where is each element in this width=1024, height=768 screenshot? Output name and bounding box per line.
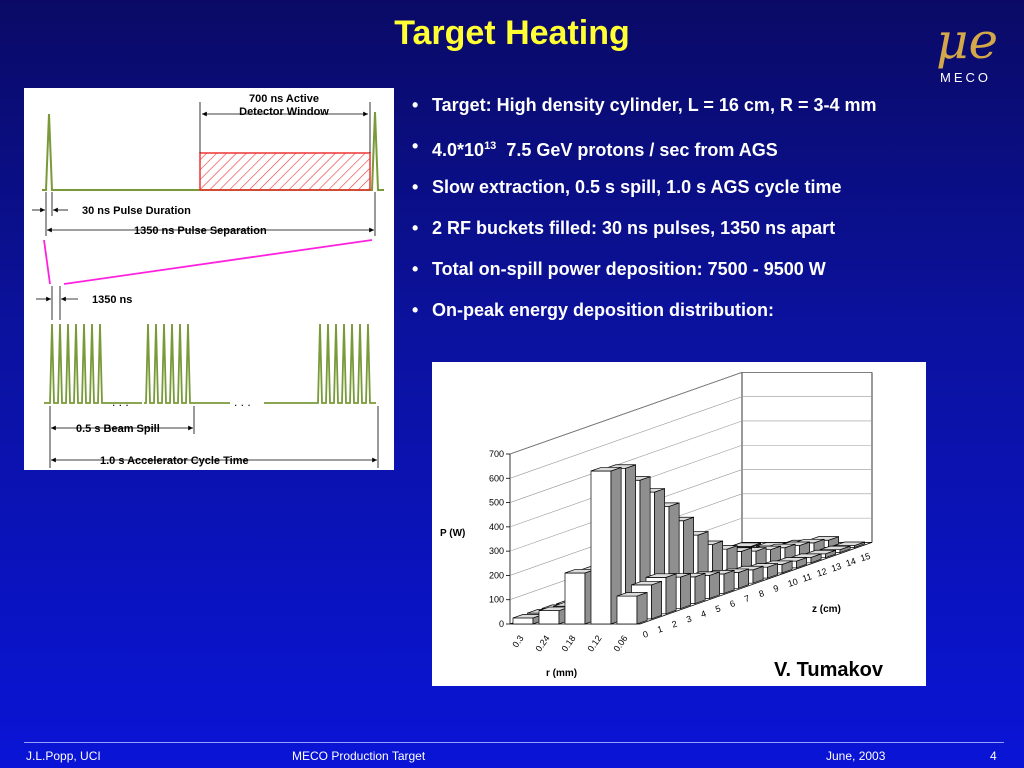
z-tick-label: 15: [859, 551, 872, 564]
z-tick-label: 5: [714, 603, 722, 614]
bullet-item: • On-peak energy deposition distribution:: [412, 300, 775, 320]
credit-label: V. Tumakov: [774, 659, 884, 681]
r-axis-label: r (mm): [546, 668, 577, 679]
y-axis-label: P (W): [440, 528, 465, 539]
y-tick-label: 300: [489, 546, 504, 556]
z-tick-label: 3: [685, 614, 693, 625]
z-tick-label: 14: [845, 556, 858, 569]
z-tick-label: 1: [656, 624, 664, 635]
bullet-item: • Target: High density cylinder, L = 16 c…: [412, 95, 877, 115]
bullet-item: • Total on-spill power deposition: 7500 -…: [412, 259, 826, 279]
footer-page: 4: [990, 749, 997, 763]
y-tick-label: 500: [489, 498, 504, 508]
r-tick-label: 0.3: [510, 633, 525, 649]
z-tick-label: 8: [758, 588, 766, 599]
y-tick-label: 600: [489, 473, 504, 483]
pulse-duration-label: 30 ns Pulse Duration: [82, 205, 191, 217]
window-label-2: Detector Window: [239, 106, 329, 118]
window-label-1: 700 ns Active: [249, 93, 319, 105]
z-tick-label: 2: [671, 619, 679, 630]
z-tick-label: 4: [700, 608, 708, 619]
z-tick-label: 7: [743, 593, 751, 604]
beam-spill-label: 0.5 s Beam Spill: [76, 423, 160, 435]
r-tick-label: 0.18: [559, 633, 577, 653]
logo-glyph: μe: [936, 12, 998, 70]
bullet-item: • 2 RF buckets filled: 30 ns pulses, 1350…: [412, 218, 836, 238]
bullet-list: • Target: High density cylinder, L = 16 c…: [408, 94, 1018, 340]
z-tick-label: 9: [772, 583, 780, 594]
ellipsis-2: . . .: [234, 395, 251, 409]
r-tick-label: 0.06: [611, 633, 629, 653]
z-tick-label: 0: [642, 629, 650, 640]
z-tick-label: 12: [816, 566, 829, 579]
chart-bar: [538, 606, 570, 625]
y-tick-label: 100: [489, 595, 504, 605]
detector-window: [199, 152, 371, 191]
pulse-separation-label: 1350 ns Pulse Separation: [134, 225, 267, 237]
y-tick-label: 700: [489, 449, 504, 459]
r-tick-label: 0.24: [533, 633, 551, 653]
y-tick-label: 400: [489, 522, 504, 532]
bullet-item: • 4.0*1013 7.5 GeV protons / sec from AGS: [412, 136, 778, 160]
chart-bar: [616, 592, 648, 625]
footer-divider: [24, 742, 1004, 743]
z-tick-label: 13: [830, 561, 843, 574]
chart-bar: [564, 568, 596, 625]
pulse-spacing-label: 1350 ns: [92, 294, 132, 306]
page-title: Target Heating: [394, 14, 630, 52]
cycle-time-label: 1.0 s Accelerator Cycle Time: [100, 455, 249, 467]
y-tick-label: 0: [499, 619, 504, 629]
timing-diagram: 700 ns Active Detector Window 30 ns Puls…: [24, 88, 394, 470]
energy-deposition-chart: 0 100 200 300 400 500 600 700 0.3 0.24 0.18 0.12 0.0…: [432, 362, 926, 686]
meco-logo: μe MECO: [936, 12, 998, 85]
y-tick-label: 200: [489, 570, 504, 580]
z-axis-label: z (cm): [812, 604, 841, 615]
z-tick-label: 11: [801, 571, 813, 583]
pulse-train: [44, 323, 376, 404]
footer-center: MECO Production Target: [292, 749, 426, 763]
logo-text: MECO: [940, 70, 991, 85]
footer-author: J.L.Popp, UCI: [26, 749, 101, 763]
footer-date: June, 2003: [826, 749, 886, 763]
z-tick-label: 6: [729, 598, 737, 609]
r-tick-label: 0.12: [585, 633, 603, 653]
chart-bar: [590, 466, 622, 625]
bullet-item: • Slow extraction, 0.5 s spill, 1.0 s AGS…: [412, 177, 842, 197]
z-tick-label: 10: [787, 576, 800, 589]
ellipsis-1: . . .: [112, 395, 129, 409]
chart-bar: [512, 613, 544, 625]
